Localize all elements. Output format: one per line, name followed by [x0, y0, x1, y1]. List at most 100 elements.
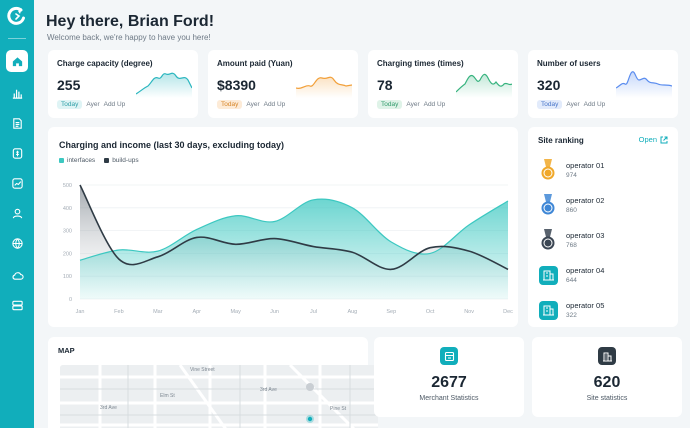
- ranking-row[interactable]: operator 02 860: [538, 194, 658, 216]
- today-badge[interactable]: Today: [377, 100, 403, 109]
- main-content: Hey there, Brian Ford! Welcome back, we'…: [34, 0, 690, 428]
- open-label: Open: [638, 135, 657, 144]
- stat-card-charging-times[interactable]: Charging times (times) 78 Today Ayer Add…: [368, 50, 518, 118]
- stat-card-charge-capacity[interactable]: Charge capacity (degree) 255 Today Ayer …: [48, 50, 198, 118]
- map-streets: [60, 365, 378, 428]
- stat-title: Charge capacity (degree): [57, 59, 153, 68]
- map-street-label: Elm St: [160, 393, 175, 399]
- sidebar-item-statistics[interactable]: [6, 82, 28, 104]
- ranking-operator-value: 974: [566, 172, 577, 179]
- legend-swatch: [104, 158, 110, 163]
- ranking-operator-value: 768: [566, 242, 577, 249]
- today-badge[interactable]: Today: [57, 100, 83, 109]
- x-tick-label: Dec: [503, 309, 513, 315]
- stat-sparkline: [136, 72, 192, 98]
- ranking-row[interactable]: operator 03 768: [538, 229, 658, 251]
- addup-label[interactable]: Add Up: [103, 101, 126, 108]
- ayer-label[interactable]: Ayer: [246, 101, 260, 108]
- sites-value: 620: [593, 374, 621, 391]
- merchant-statistics-card[interactable]: 2677 Merchant Statistics: [374, 337, 524, 417]
- sidebar-item-users[interactable]: [6, 202, 28, 224]
- page-title: Hey there, Brian Ford!: [46, 13, 215, 30]
- trend-icon: [11, 177, 23, 189]
- sidebar-item-trends[interactable]: [6, 172, 28, 194]
- x-tick-label: Aug: [347, 309, 357, 315]
- stat-sparkline: [296, 76, 352, 98]
- stat-card-amount-paid[interactable]: Amount paid (Yuan) $8390 Today Ayer Add …: [208, 50, 358, 118]
- ayer-label[interactable]: Ayer: [86, 101, 100, 108]
- x-tick-label: Jun: [270, 309, 279, 315]
- blue-medal-icon: [538, 194, 558, 216]
- map-street-label: 3rd Ave: [100, 405, 117, 411]
- x-tick-label: Sep: [386, 309, 396, 315]
- bar-chart-icon: [12, 89, 22, 99]
- sidebar-item-documents[interactable]: [6, 112, 28, 134]
- ranking-operator-name: operator 01: [566, 161, 605, 170]
- legend-item-build-ups[interactable]: build-ups: [104, 157, 139, 164]
- x-tick-label: Apr: [192, 309, 201, 315]
- addup-label[interactable]: Add Up: [263, 101, 286, 108]
- addup-label[interactable]: Add Up: [583, 101, 606, 108]
- currency-icon: [12, 147, 22, 159]
- series-line-interfaces: [79, 198, 509, 261]
- sidebar-item-servers[interactable]: [6, 294, 28, 316]
- stat-value: $8390: [217, 77, 256, 93]
- map-street-label: Pine St: [330, 406, 347, 412]
- ranking-operator-value: 322: [566, 312, 577, 319]
- sidebar-item-cloud[interactable]: [6, 264, 28, 286]
- y-tick-label: 500: [63, 183, 72, 189]
- building-icon: [598, 347, 616, 365]
- x-tick-label: Oct: [426, 309, 435, 315]
- ranking-operator-name: operator 04: [566, 266, 605, 275]
- series-area-interfaces: [80, 199, 508, 299]
- map-title: MAP: [58, 346, 75, 355]
- sidebar-item-network[interactable]: [6, 232, 28, 254]
- legend-swatch: [59, 158, 64, 163]
- today-badge[interactable]: Today: [217, 100, 243, 109]
- dark-medal-icon: [538, 229, 558, 251]
- app-logo-icon[interactable]: [7, 6, 27, 26]
- income-chart-card: Charging and income (last 30 days, exclu…: [48, 127, 518, 327]
- ranking-row[interactable]: operator 04 644: [538, 264, 658, 286]
- x-tick-label: Nov: [464, 309, 474, 315]
- sites-label: Site statistics: [586, 395, 628, 402]
- income-area-chart: 500 400 300 200 100 0 Jan Feb Mar Apr May Jun Jul Aug…: [63, 183, 513, 315]
- map-street-label: 3rd Ave: [260, 387, 277, 393]
- site-icon: [538, 299, 558, 321]
- stat-footer: Today Ayer Add Up: [377, 100, 445, 109]
- y-tick-label: 300: [63, 229, 72, 235]
- document-icon: [12, 117, 22, 129]
- y-tick-label: 100: [63, 274, 72, 280]
- x-tick-label: Jan: [76, 309, 85, 315]
- y-tick-label: 400: [63, 206, 72, 212]
- ranking-operator-value: 860: [566, 207, 577, 214]
- ranking-operator-name: operator 03: [566, 231, 605, 240]
- stat-value: 320: [537, 77, 561, 93]
- external-link-icon: [660, 136, 668, 143]
- ranking-row[interactable]: operator 01 974: [538, 159, 658, 181]
- home-icon: [12, 56, 22, 66]
- map-view[interactable]: Vine Street 3rd Ave 3rd Ave Elm St Pine …: [60, 365, 378, 428]
- stat-sparkline: [456, 73, 512, 98]
- stat-card-number-of-users[interactable]: Number of users 320 Today Ayer Add Up: [528, 50, 678, 118]
- today-badge[interactable]: Today: [537, 100, 563, 109]
- legend-item-interfaces[interactable]: interfaces: [59, 157, 95, 164]
- store-icon: [440, 347, 458, 365]
- chart-legend: interfaces build-ups: [59, 157, 139, 164]
- legend-label: build-ups: [112, 157, 139, 164]
- ayer-label[interactable]: Ayer: [406, 101, 420, 108]
- sidebar-divider: [8, 38, 26, 39]
- site-statistics-card[interactable]: 620 Site statistics: [532, 337, 682, 417]
- ayer-label[interactable]: Ayer: [566, 101, 580, 108]
- sidebar-item-finance[interactable]: [6, 142, 28, 164]
- ranking-row[interactable]: operator 05 322: [538, 299, 658, 321]
- sidebar-item-home[interactable]: [6, 50, 28, 72]
- ranking-operator-name: operator 02: [566, 196, 605, 205]
- ranking-open-link[interactable]: Open: [639, 135, 668, 144]
- site-icon: [538, 264, 558, 286]
- series-line-build-ups: [79, 184, 509, 271]
- merchant-label: Merchant Statistics: [419, 395, 479, 402]
- gold-medal-icon: [538, 159, 558, 181]
- stat-footer: Today Ayer Add Up: [217, 100, 285, 109]
- addup-label[interactable]: Add Up: [423, 101, 446, 108]
